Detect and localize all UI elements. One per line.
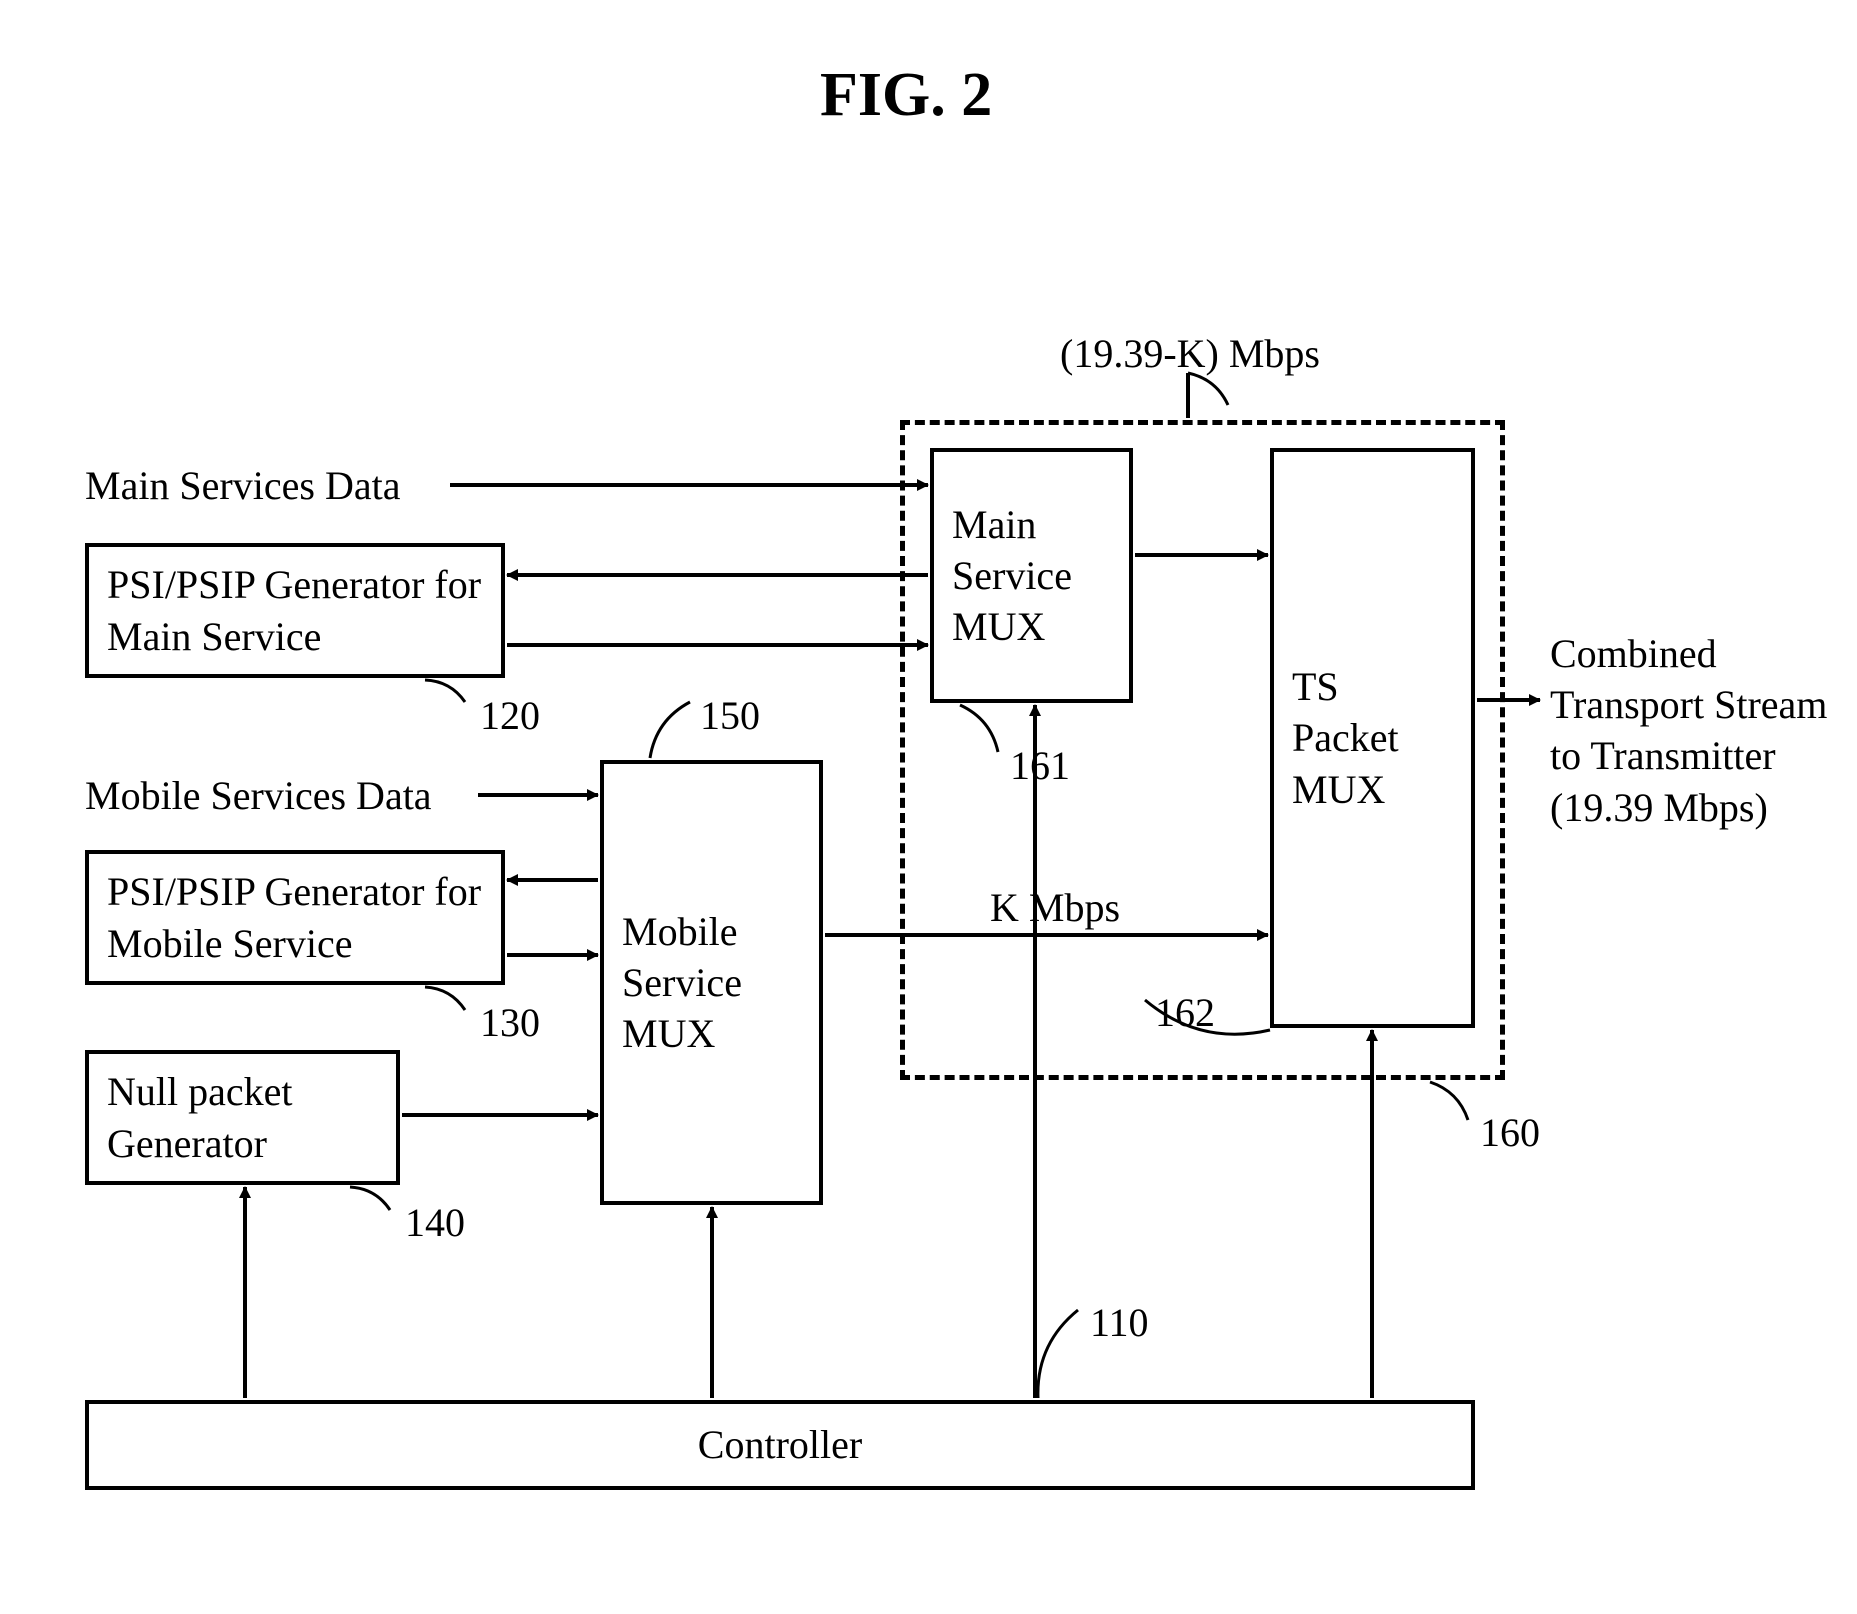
diagram-root: FIG. 2 PSI/PSIP Generator for Main Servi… bbox=[0, 0, 1857, 1614]
wires-layer bbox=[0, 0, 1857, 1614]
